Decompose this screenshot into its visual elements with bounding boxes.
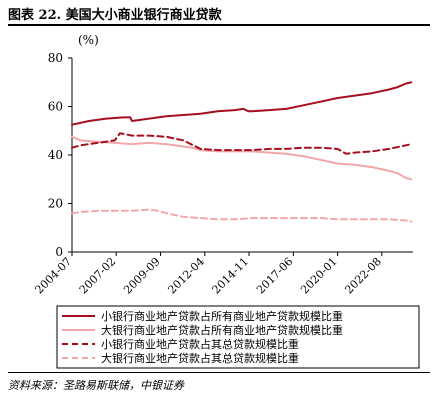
x-tick-label: 2014-11 (210, 255, 252, 297)
y-tick-label: 20 (48, 197, 63, 211)
x-tick-label: 2012-04 (165, 255, 207, 297)
series-line-1 (71, 81, 413, 126)
legend-box (56, 305, 420, 369)
legend-label-1: 小银行商业地产贷款占所有商业地产贷款规模比重 (101, 309, 343, 323)
source-divider (8, 372, 430, 373)
x-tick-label: 2017-06 (254, 255, 296, 297)
legend-label-2: 大银行商业地产贷款占所有商业地产贷款规模比重 (101, 323, 343, 337)
line-chart: (%) 0 20 40 60 80 2004-07 2007-02 2009-09 2012-04… (33, 33, 420, 369)
x-tick-label: 2022-08 (342, 255, 384, 297)
y-tick-label: 40 (48, 148, 63, 162)
title-divider (8, 24, 430, 26)
chart-legend: 小银行商业地产贷款占所有商业地产贷款规模比重大银行商业地产贷款占所有商业地产贷款… (56, 305, 420, 369)
figure-title: 图表 22. 美国大小商业银行商业贷款 (8, 8, 222, 23)
legend-label-3: 小银行商业地产贷款占其总贷款规模比重 (101, 337, 299, 351)
series-line-3 (71, 132, 413, 155)
x-tick-label: 2020-01 (298, 255, 340, 297)
y-tick-label: 0 (55, 245, 63, 259)
chart-lines (71, 81, 413, 223)
source-note: 资料来源：圣路易斯联储，中银证券 (8, 379, 184, 392)
series-line-4 (71, 208, 413, 223)
x-tick-label: 2009-09 (121, 255, 163, 297)
y-axis-label: (%) (78, 33, 99, 47)
series-line-2 (71, 135, 413, 181)
legend-label-4: 大银行商业地产贷款占其总贷款规模比重 (101, 351, 299, 365)
x-tick-label: 2007-02 (77, 255, 119, 297)
y-tick-label: 80 (48, 51, 63, 65)
y-tick-label: 60 (48, 100, 63, 114)
x-tick-label: 2004-07 (33, 255, 75, 297)
